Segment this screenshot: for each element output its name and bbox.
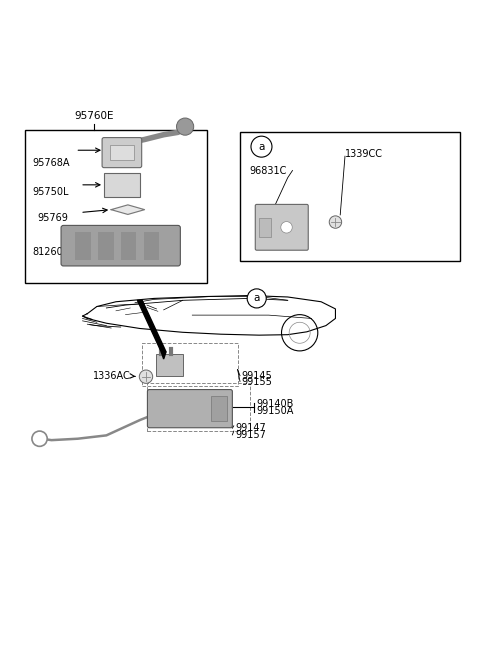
Text: 99157: 99157 [235,430,266,440]
Circle shape [329,216,342,228]
Text: 95769: 95769 [37,213,68,223]
Text: 96831C: 96831C [250,165,287,176]
Text: 99155: 99155 [241,377,272,388]
Bar [110,145,134,160]
Text: 81260B: 81260B [33,247,70,256]
Text: 1336AC: 1336AC [94,371,131,381]
Bar [259,218,271,237]
Circle shape [281,222,292,233]
Bar [121,232,136,260]
Polygon shape [111,205,144,215]
FancyBboxPatch shape [102,138,142,168]
Bar [144,232,159,260]
Circle shape [139,370,153,383]
Bar [240,133,459,261]
Bar [75,232,91,260]
Bar [25,130,206,283]
Bar [211,396,227,421]
Text: 99150A: 99150A [257,405,294,415]
Bar [156,354,183,376]
Text: 99147: 99147 [235,423,266,433]
Bar [142,343,238,386]
Circle shape [177,118,194,135]
Text: a: a [253,293,260,304]
Text: a: a [258,142,264,152]
FancyBboxPatch shape [147,390,232,428]
Bar [147,383,250,430]
Circle shape [247,289,266,308]
Text: 95750L: 95750L [33,187,69,197]
Bar [104,173,140,197]
Text: 99145: 99145 [241,371,272,380]
Text: 1339CC: 1339CC [345,149,383,159]
FancyBboxPatch shape [61,226,180,266]
Circle shape [251,136,272,157]
Polygon shape [161,352,166,359]
FancyBboxPatch shape [255,205,308,250]
Text: 99140B: 99140B [257,399,294,409]
Polygon shape [137,300,166,352]
Bar [98,232,114,260]
Text: 95760E: 95760E [75,112,114,121]
Text: 95768A: 95768A [33,158,70,169]
Circle shape [32,431,47,446]
